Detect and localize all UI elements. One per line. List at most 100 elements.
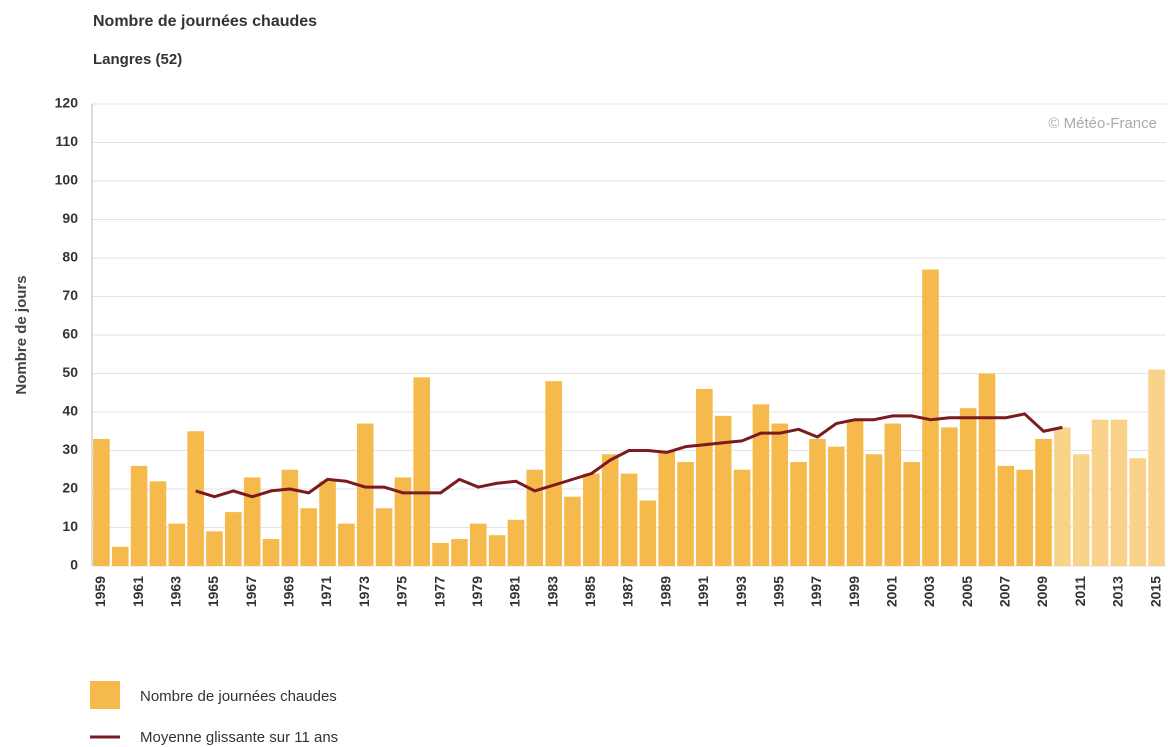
bar [1072, 454, 1090, 566]
y-tick-label: 90 [62, 210, 78, 226]
bar [827, 446, 845, 566]
x-tick-label: 1959 [92, 576, 108, 607]
x-tick-label: 1985 [582, 576, 598, 607]
bar [1035, 438, 1052, 566]
legend-swatch [90, 681, 120, 709]
y-tick-label: 30 [62, 441, 78, 457]
bar [262, 539, 280, 566]
bar [375, 508, 393, 566]
y-tick-label: 40 [62, 403, 78, 419]
y-tick-label: 60 [62, 326, 78, 342]
x-tick-label: 1997 [808, 576, 824, 607]
x-tick-label: 1973 [356, 576, 372, 607]
bar [432, 542, 449, 566]
y-tick-label: 80 [62, 249, 78, 265]
x-tick-label: 2011 [1072, 576, 1088, 607]
x-tick-label: 2015 [1147, 576, 1163, 607]
bar [526, 469, 544, 566]
y-tick-label: 120 [55, 95, 79, 111]
x-tick-label: 1961 [130, 576, 146, 607]
bar [677, 462, 694, 566]
bar [790, 462, 807, 566]
x-tick-label: 2007 [997, 576, 1013, 607]
bar [319, 481, 336, 566]
y-axis-label: Nombre de jours [13, 275, 30, 394]
bar [733, 469, 751, 566]
bar [884, 423, 902, 566]
x-tick-label: 1963 [167, 576, 183, 607]
x-tick-label: 1975 [394, 576, 410, 607]
y-tick-label: 20 [62, 480, 78, 496]
x-tick-label: 1979 [469, 576, 485, 607]
bar [771, 423, 789, 566]
bar [281, 469, 299, 566]
bar [997, 465, 1015, 566]
bar [111, 546, 129, 566]
legend-label: Moyenne glissante sur 11 ans [140, 729, 338, 746]
x-tick-label: 1969 [281, 576, 297, 607]
y-tick-label: 110 [55, 133, 78, 149]
x-tick-label: 1977 [431, 576, 447, 607]
bar [225, 512, 242, 566]
x-tick-label: 1987 [620, 576, 636, 607]
bar [903, 462, 920, 566]
bar [130, 465, 148, 566]
bar [545, 381, 562, 566]
bar [714, 415, 732, 566]
bar [696, 388, 713, 566]
bar [1091, 419, 1109, 566]
bar [922, 269, 939, 566]
x-tick-label: 1965 [205, 576, 221, 607]
chart-title: Nombre de journées chaudes [93, 13, 317, 30]
x-tick-label: 1989 [657, 576, 673, 607]
watermark: © Météo-France [1048, 115, 1157, 132]
bar [187, 431, 204, 566]
y-tick-label: 10 [62, 518, 78, 534]
bar [583, 473, 600, 566]
chart-subtitle: Langres (52) [93, 51, 182, 68]
bar [469, 523, 487, 566]
x-tick-label: 1983 [544, 576, 560, 607]
x-tick-label: 2001 [883, 576, 899, 607]
bar [564, 496, 581, 566]
bar [168, 523, 186, 566]
bar [1110, 419, 1128, 566]
x-tick-label: 1999 [846, 576, 862, 607]
y-tick-label: 100 [55, 172, 79, 188]
x-tick-label: 2005 [959, 576, 975, 607]
bar [601, 454, 619, 566]
moving-average-line [195, 412, 1063, 499]
x-tick-label: 1967 [243, 576, 259, 607]
bar [338, 523, 355, 566]
x-tick-label: 1995 [770, 576, 786, 607]
bar [149, 481, 167, 566]
bar [959, 408, 977, 566]
bar [846, 419, 864, 566]
bar [865, 454, 883, 566]
bar [413, 377, 431, 566]
bar [752, 404, 770, 566]
bar [1054, 427, 1071, 566]
bar [394, 477, 412, 566]
bar [658, 450, 675, 566]
x-tick-label: 1991 [695, 576, 711, 607]
x-tick-label: 2009 [1034, 576, 1050, 607]
bar [941, 427, 958, 566]
legend-label: Nombre de journées chaudes [140, 688, 337, 705]
y-tick-label: 70 [62, 287, 78, 303]
bar [206, 531, 223, 566]
bar [488, 535, 506, 566]
x-tick-label: 1981 [507, 576, 523, 607]
bar [507, 519, 525, 566]
x-tick-label: 2013 [1110, 576, 1126, 607]
bar [1016, 469, 1033, 566]
x-tick-label: 1971 [318, 576, 334, 607]
bar [620, 473, 638, 566]
x-tick-label: 1993 [733, 576, 749, 607]
bar [978, 373, 996, 566]
bar [356, 423, 374, 566]
bar [1129, 458, 1147, 566]
bar [451, 539, 468, 566]
